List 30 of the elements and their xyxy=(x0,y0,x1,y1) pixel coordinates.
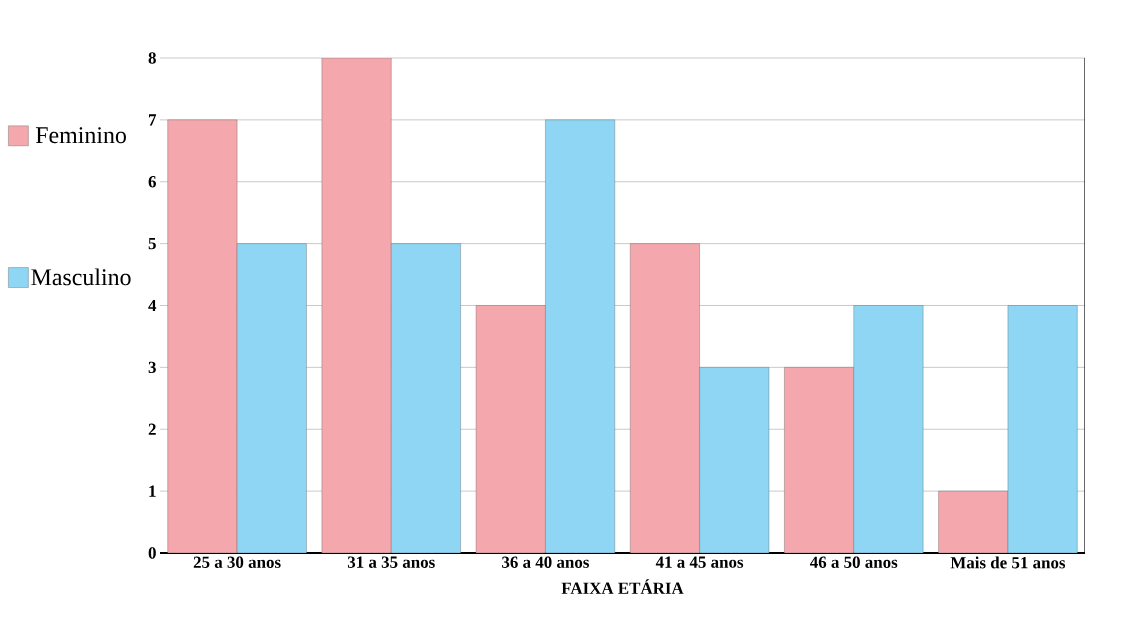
bar xyxy=(938,490,1009,553)
bar xyxy=(236,243,307,553)
y-tick-label: 8 xyxy=(148,52,156,64)
y-tick-label: 5 xyxy=(148,237,156,250)
x-tick-label: 25 a 30 anos xyxy=(193,556,281,568)
bar xyxy=(853,305,924,553)
bar xyxy=(475,305,546,553)
bar xyxy=(630,243,700,553)
y-tick-label: 1 xyxy=(149,485,156,497)
x-axis-title: FAIXA ETÁRIA xyxy=(561,579,684,594)
y-tick-label: 6 xyxy=(148,176,156,188)
legend-label: Feminino xyxy=(35,127,126,144)
y-tick-label: 7 xyxy=(148,114,157,126)
y-tick-label: 0 xyxy=(148,547,156,559)
y-tick-label: 3 xyxy=(148,361,156,374)
bar xyxy=(784,367,854,553)
bar xyxy=(1007,305,1078,553)
x-tick-label: 36 a 40 anos xyxy=(502,556,589,568)
y-tick-label: 4 xyxy=(148,299,157,312)
x-tick-label: 31 a 35 anos xyxy=(347,556,435,568)
legend-label: Masculino xyxy=(31,268,131,286)
x-tick-label: Mais de 51 anos xyxy=(950,556,1066,569)
x-tick-label: 46 a 50 anos xyxy=(810,556,898,568)
bar xyxy=(545,119,615,553)
x-tick-label: 41 a 45 anos xyxy=(655,556,744,568)
bar xyxy=(167,119,238,553)
y-tick-label: 2 xyxy=(148,423,156,435)
bar xyxy=(321,57,392,553)
bar xyxy=(699,367,770,553)
bar xyxy=(391,243,461,553)
